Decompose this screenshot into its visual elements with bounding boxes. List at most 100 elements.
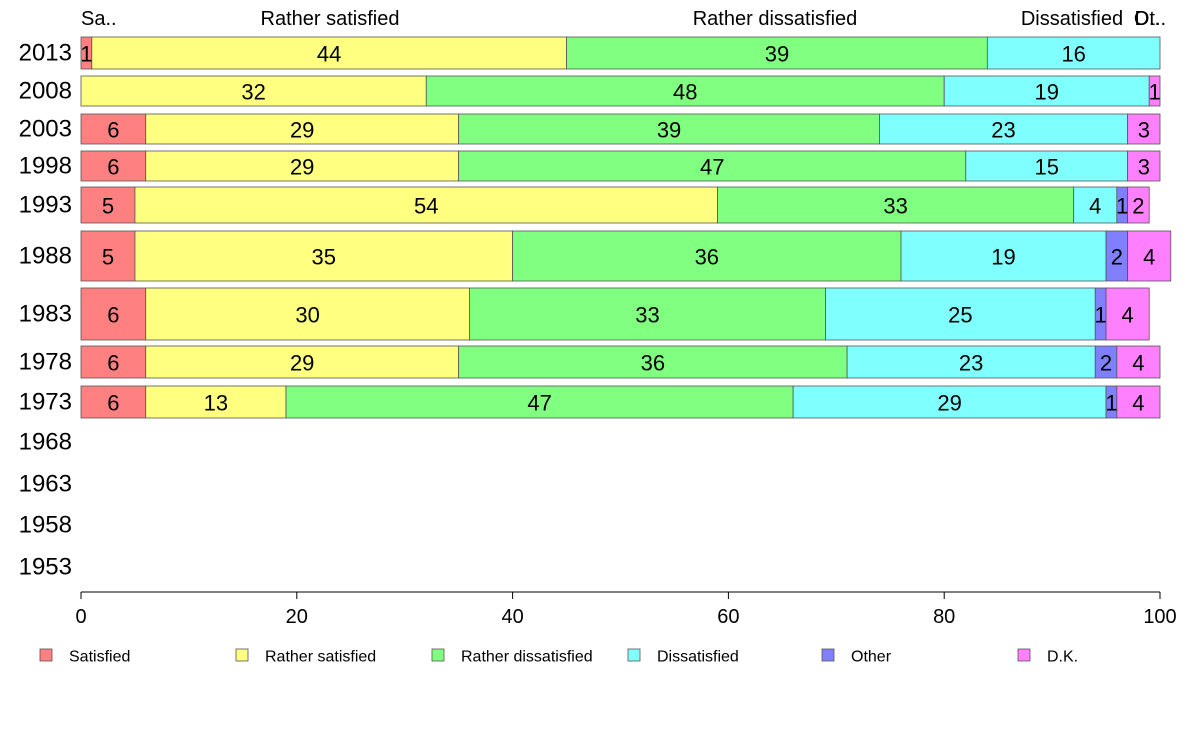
legend-swatch-4 <box>821 648 835 662</box>
x-tick-label-40: 40 <box>501 606 523 628</box>
x-tick-label-100: 100 <box>1143 606 1176 628</box>
data-label-1988-5: 4 <box>1143 245 1155 270</box>
x-tick-label-0: 0 <box>75 606 86 628</box>
data-label-1973-4: 1 <box>1105 391 1117 416</box>
data-label-1983-0: 6 <box>107 303 119 328</box>
data-label-1988-3: 19 <box>991 245 1015 270</box>
data-label-1978-1: 29 <box>290 351 314 376</box>
legend-swatch-1 <box>235 648 249 662</box>
bar-2008-1 <box>80 75 427 107</box>
bar-2013-1 <box>91 36 567 70</box>
data-label-1988-2: 36 <box>695 245 719 270</box>
bar-1993-2 <box>717 186 1075 224</box>
bar-2003-5 <box>1127 113 1161 145</box>
data-label-1988-0: 5 <box>102 245 114 270</box>
data-label-2013-3: 16 <box>1061 42 1085 67</box>
data-label-2008-3: 19 <box>1034 80 1058 105</box>
bar-1988-3 <box>900 230 1107 282</box>
data-label-1978-5: 4 <box>1132 351 1144 376</box>
bar-1988-2 <box>512 230 902 282</box>
top-label-5: D.. <box>1134 8 1160 30</box>
bar-1988-5 <box>1127 230 1172 282</box>
data-label-1998-0: 6 <box>107 155 119 180</box>
bar-2003-0 <box>80 113 147 145</box>
bar-1993-5 <box>1127 186 1150 224</box>
bar-2008-5 <box>1148 75 1161 107</box>
bar-1993-3 <box>1073 186 1118 224</box>
data-label-1993-5: 2 <box>1132 194 1144 219</box>
data-label-1993-0: 5 <box>102 194 114 219</box>
bar-1973-3 <box>792 385 1107 419</box>
bar-1973-1 <box>145 385 287 419</box>
data-label-1998-3: 15 <box>1034 155 1058 180</box>
legend-label-5: D.K. <box>1047 649 1078 666</box>
data-label-2003-0: 6 <box>107 118 119 143</box>
data-label-1993-1: 54 <box>414 194 438 219</box>
data-label-1973-1: 13 <box>204 391 228 416</box>
legend-swatch-2 <box>431 648 445 662</box>
data-label-1988-1: 35 <box>312 245 336 270</box>
data-label-1978-3: 23 <box>959 351 983 376</box>
data-label-2003-2: 39 <box>657 118 681 143</box>
data-label-1973-3: 29 <box>937 391 961 416</box>
bar-1973-2 <box>285 385 794 419</box>
legend-label-3: Dissatisfied <box>657 649 739 666</box>
data-label-2008-1: 32 <box>241 80 265 105</box>
data-label-1973-2: 47 <box>527 391 551 416</box>
category-label-1993: 1993 <box>19 192 72 219</box>
data-label-1983-1: 30 <box>295 303 319 328</box>
category-label-2008: 2008 <box>19 78 72 105</box>
top-label-1: Rather satisfied <box>261 8 400 30</box>
bar-1978-5 <box>1116 345 1161 379</box>
bar-1973-0 <box>80 385 147 419</box>
bar-1983-0 <box>80 287 147 341</box>
data-label-1998-2: 47 <box>700 155 724 180</box>
bar-2003-2 <box>458 113 880 145</box>
bar-1983-1 <box>145 287 470 341</box>
data-label-1978-4: 2 <box>1100 351 1112 376</box>
bar-1998-3 <box>965 150 1129 182</box>
data-label-1983-5: 4 <box>1122 303 1134 328</box>
data-label-2013-2: 39 <box>765 42 789 67</box>
category-label-2003: 2003 <box>19 116 72 143</box>
data-label-2003-5: 3 <box>1138 118 1150 143</box>
bar-2008-2 <box>425 75 945 107</box>
bar-2008-3 <box>943 75 1150 107</box>
category-label-1963: 1963 <box>19 471 72 498</box>
data-label-2003-3: 23 <box>991 118 1015 143</box>
bar-1988-1 <box>134 230 513 282</box>
data-label-1993-4: 1 <box>1116 194 1128 219</box>
x-tick-label-20: 20 <box>286 606 308 628</box>
data-label-1998-5: 3 <box>1138 155 1150 180</box>
data-label-1983-2: 33 <box>635 303 659 328</box>
bar-1993-1 <box>134 186 719 224</box>
data-label-1993-3: 4 <box>1089 194 1101 219</box>
top-label-3: Dissatisfied <box>1021 8 1123 30</box>
bar-1998-1 <box>145 150 460 182</box>
data-label-1993-2: 33 <box>883 194 907 219</box>
data-label-2003-1: 29 <box>290 118 314 143</box>
data-label-2008-5: 1 <box>1148 80 1160 105</box>
category-label-1988: 1988 <box>19 243 72 270</box>
data-label-1983-3: 25 <box>948 303 972 328</box>
legend-swatch-3 <box>627 648 641 662</box>
data-label-1983-4: 1 <box>1095 303 1107 328</box>
category-label-1953: 1953 <box>19 554 72 581</box>
bar-1983-3 <box>825 287 1096 341</box>
category-label-1983: 1983 <box>19 301 72 328</box>
bar-1973-5 <box>1116 385 1161 419</box>
top-label-0: Sa.. <box>81 8 117 30</box>
top-label-2: Rather dissatisfied <box>693 8 858 30</box>
legend-swatch-5 <box>1017 648 1031 662</box>
category-label-2013: 2013 <box>19 40 72 67</box>
bar-1993-0 <box>80 186 136 224</box>
legend-label-0: Satisfied <box>69 649 130 666</box>
category-label-1973: 1973 <box>19 389 72 416</box>
bar-1998-5 <box>1127 150 1161 182</box>
legend-swatch-0 <box>39 648 53 662</box>
bar-1978-3 <box>846 345 1096 379</box>
bar-2013-3 <box>986 36 1161 70</box>
data-label-1978-2: 36 <box>641 351 665 376</box>
